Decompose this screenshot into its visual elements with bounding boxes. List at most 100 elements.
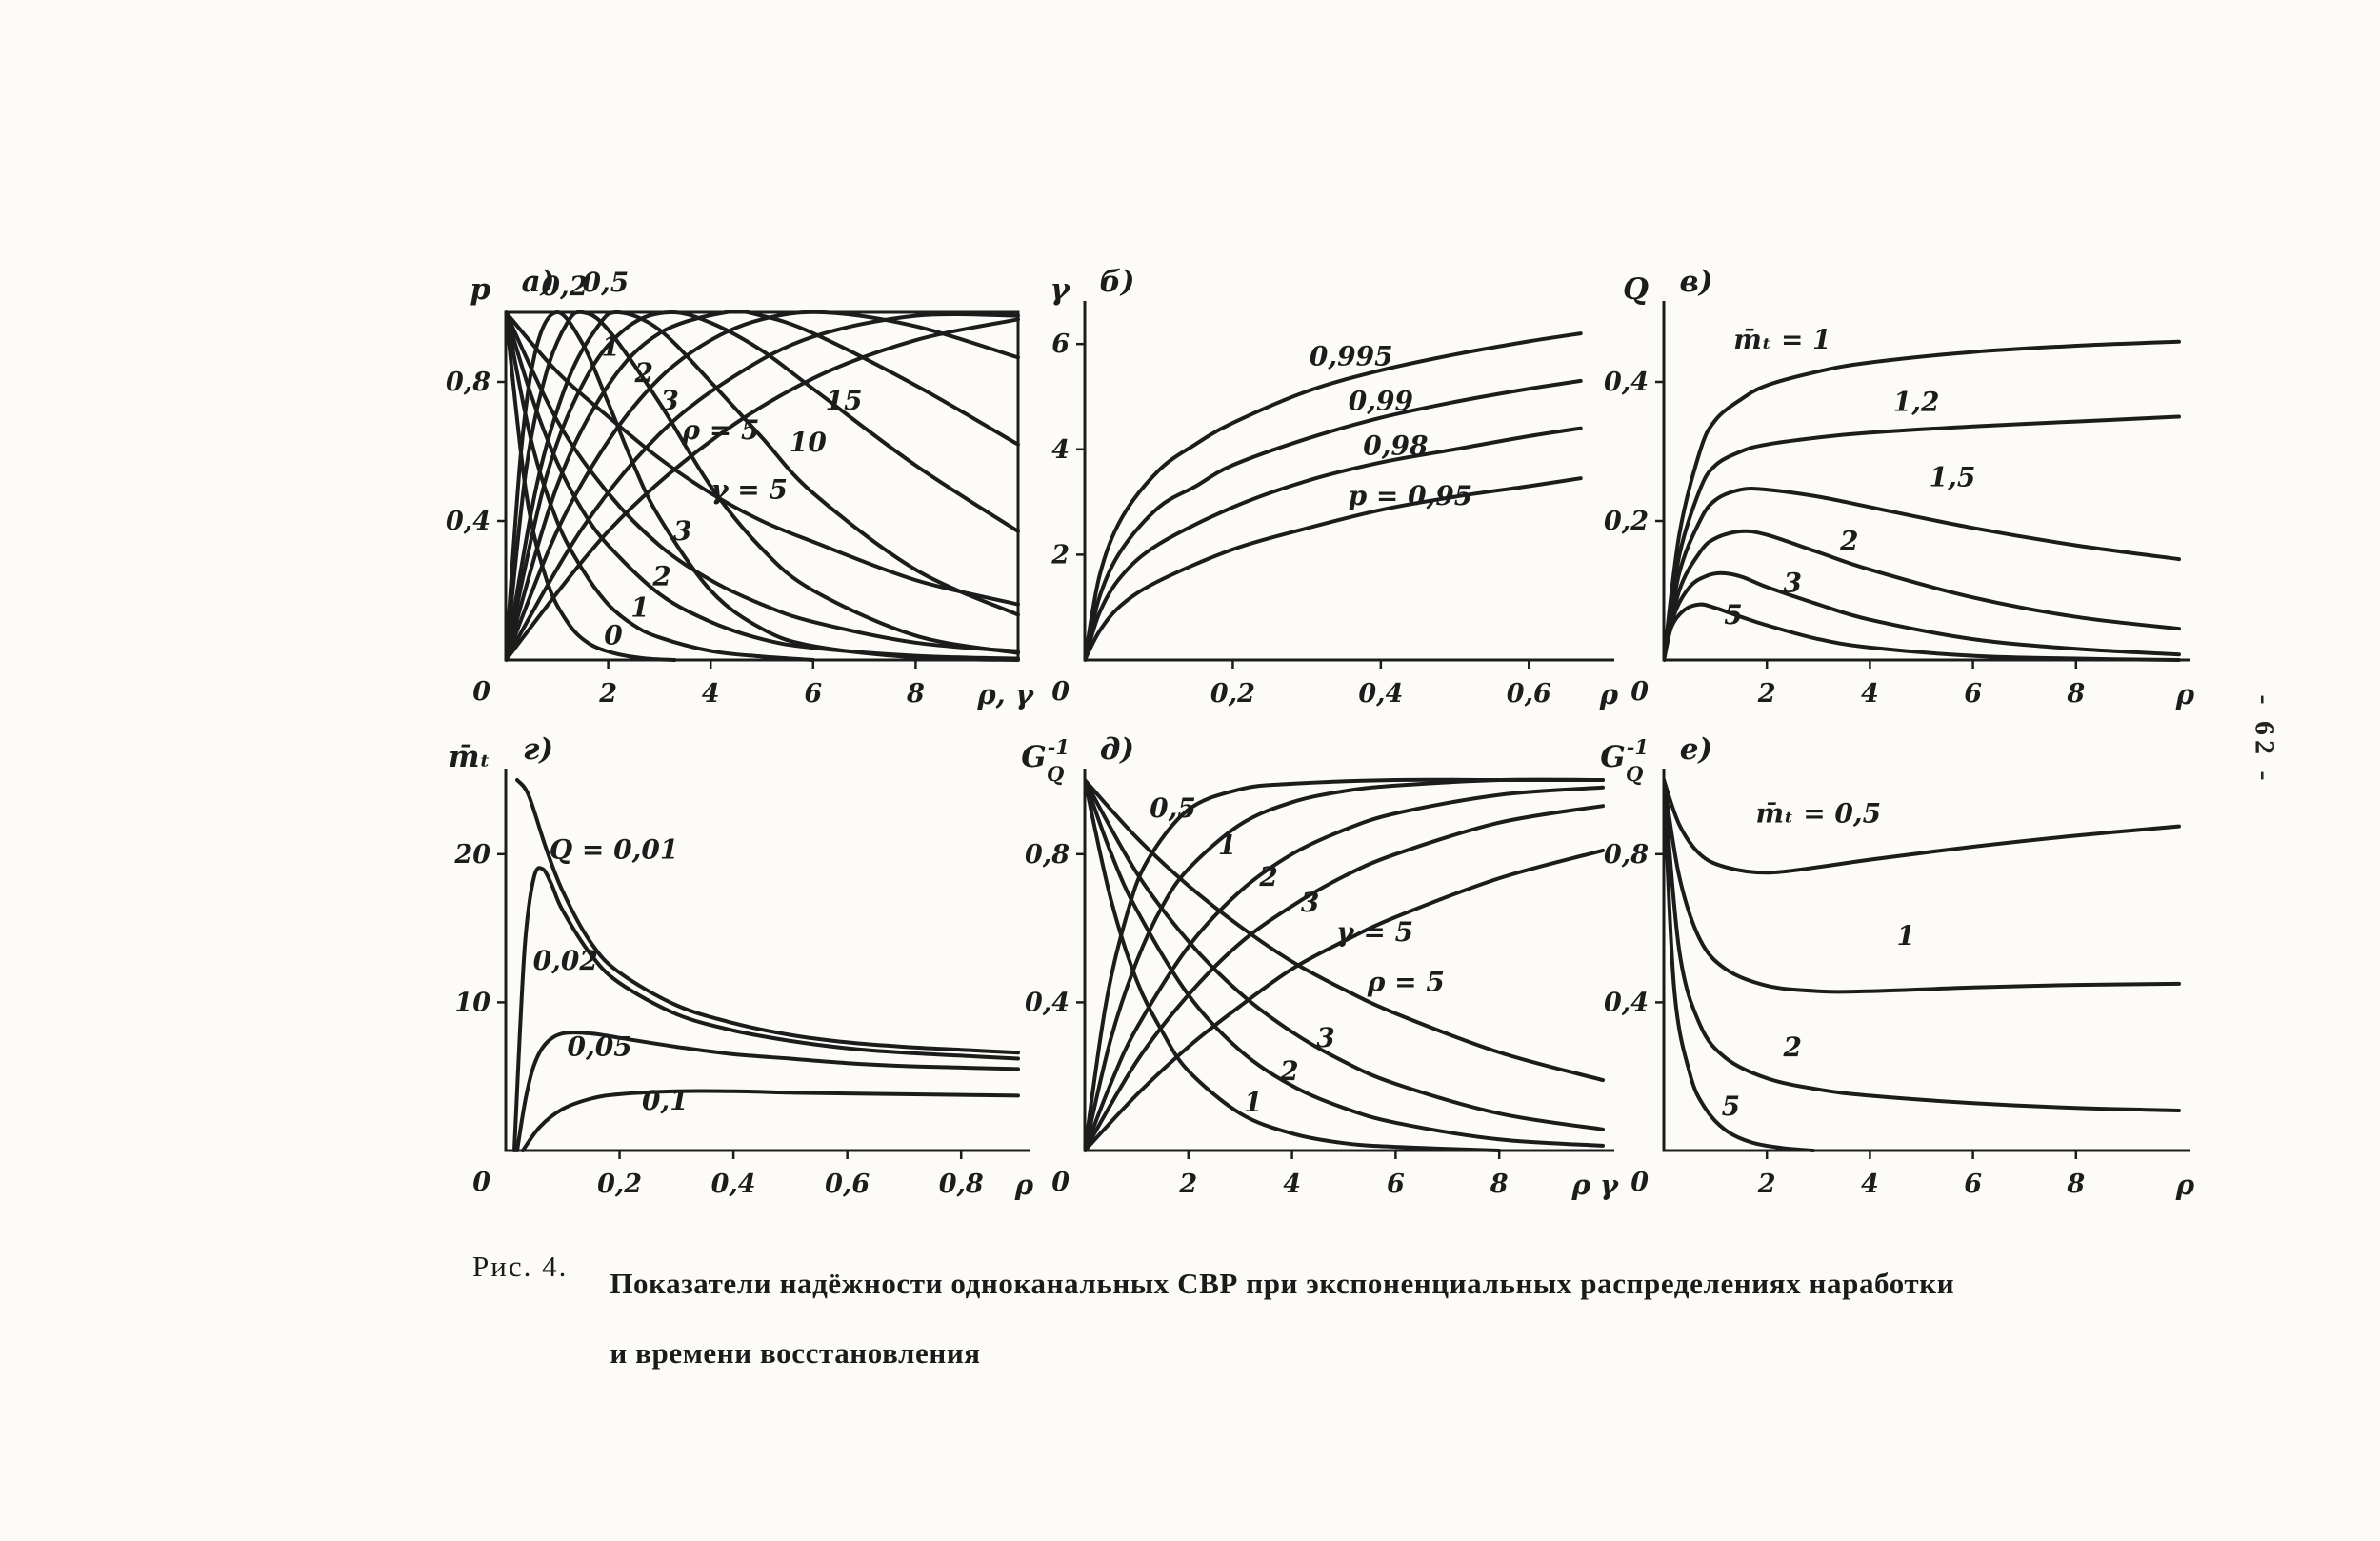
svg-text:Q = 0,01: Q = 0,01 <box>550 833 679 865</box>
svg-text:1: 1 <box>1244 1087 1262 1118</box>
svg-text:0,4: 0,4 <box>1025 988 1070 1017</box>
svg-text:6: 6 <box>1051 330 1070 359</box>
svg-text:8: 8 <box>906 679 925 709</box>
svg-text:1,5: 1,5 <box>1930 462 1976 493</box>
svg-text:2: 2 <box>1757 679 1776 709</box>
caption-line-2: и времени восстановления <box>610 1335 981 1370</box>
svg-text:0,2: 0,2 <box>1604 507 1649 536</box>
svg-text:ρ, γ: ρ, γ <box>976 678 1034 710</box>
svg-text:0,8: 0,8 <box>939 1170 984 1199</box>
svg-text:2: 2 <box>1279 1055 1298 1087</box>
chart-svg-c: 2 4 6 8 0,2 0,4 0 ρ Q в) m̄ₜ = 1 1,2 1,5 2 3 5 <box>1604 265 2195 710</box>
svg-text:0,5: 0,5 <box>1150 792 1196 824</box>
svg-text:4: 4 <box>1051 435 1070 465</box>
figure-caption-text: Показатели надёжности одноканальных СВР … <box>610 1250 1954 1389</box>
svg-text:а): а) <box>522 265 555 299</box>
svg-text:m̄ₜ = 0,5: m̄ₜ = 0,5 <box>1755 798 1881 830</box>
svg-text:0,98: 0,98 <box>1363 430 1428 461</box>
svg-text:2: 2 <box>598 679 617 709</box>
svg-text:0,8: 0,8 <box>1604 840 1649 870</box>
svg-text:0,4: 0,4 <box>711 1170 756 1199</box>
svg-text:5: 5 <box>1722 1091 1740 1122</box>
svg-text:2: 2 <box>1783 1031 1802 1063</box>
svg-text:0,02: 0,02 <box>533 945 598 976</box>
svg-text:10: 10 <box>454 988 490 1017</box>
svg-text:ρ: ρ <box>1014 1169 1034 1201</box>
chart-panel-g: 0,2 0,4 0,6 0,8 10 20 0 ρ m̄ₜ г) Q = 0,01 0,02 0,05 0… <box>391 699 1109 1222</box>
svg-text:ρ = 5: ρ = 5 <box>1367 967 1445 998</box>
svg-text:0: 0 <box>1630 677 1649 707</box>
svg-text:4: 4 <box>1283 1170 1301 1199</box>
svg-text:0,995: 0,995 <box>1310 340 1393 371</box>
svg-text:0,8: 0,8 <box>446 368 490 397</box>
svg-text:д): д) <box>1100 732 1134 767</box>
svg-text:4: 4 <box>702 679 720 709</box>
svg-text:0,1: 0,1 <box>642 1085 689 1116</box>
svg-text:0,2: 0,2 <box>597 1170 642 1199</box>
svg-text:6: 6 <box>804 679 822 709</box>
svg-text:G-1Q: G-1 Q <box>1600 735 1649 786</box>
svg-text:б): б) <box>1099 265 1134 299</box>
chart-panel-e: 2 4 6 8 0,4 0,8 0 ρ G-1 Q е) m̄ₜ = 0,5 1 2 5 <box>1550 699 2270 1222</box>
svg-text:3: 3 <box>673 515 691 547</box>
figure-caption: Рис. 4. Показатели надёжности одноканаль… <box>472 1250 1954 1389</box>
svg-text:p = 0,95: p = 0,95 <box>1349 480 1473 511</box>
svg-text:0,2: 0,2 <box>1210 679 1255 709</box>
svg-text:1,2: 1,2 <box>1893 387 1940 418</box>
svg-text:0,4: 0,4 <box>1604 988 1649 1017</box>
svg-text:20: 20 <box>453 840 490 870</box>
svg-text:4: 4 <box>1861 1170 1879 1199</box>
svg-text:0: 0 <box>1051 677 1070 707</box>
chart-svg-b: 0,2 0,4 0,6 2 4 6 0 ρ γ б) 0,995 0,99 0,98 p = 0,95 <box>1050 265 1619 710</box>
svg-text:0: 0 <box>1630 1168 1649 1197</box>
svg-text:4: 4 <box>1861 679 1879 709</box>
svg-text:8: 8 <box>2066 1170 2085 1199</box>
svg-text:m̄ₜ: m̄ₜ <box>449 740 490 774</box>
svg-text:8: 8 <box>1490 1170 1509 1199</box>
svg-text:0,5: 0,5 <box>583 267 630 298</box>
svg-text:5: 5 <box>1724 599 1742 630</box>
figure-number: Рис. 4. <box>472 1250 569 1283</box>
chart-panel-a: 2 4 6 8 0,4 0,8 0 ρ, γ p а) 0 1 2 3 γ = 5 0,2 0,5 1 2 3 ρ = … <box>391 231 1109 731</box>
svg-text:3: 3 <box>1301 887 1319 918</box>
svg-text:G-1Q: G-1 Q <box>1021 735 1070 786</box>
caption-line-1: Показатели надёжности одноканальных СВР … <box>610 1267 1955 1300</box>
svg-text:15: 15 <box>826 385 863 416</box>
svg-text:0,4: 0,4 <box>1358 679 1403 709</box>
svg-text:2: 2 <box>1839 526 1858 557</box>
svg-text:m̄ₜ = 1: m̄ₜ = 1 <box>1733 324 1830 355</box>
svg-text:ρ: ρ <box>2175 1169 2195 1201</box>
svg-text:г): г) <box>523 732 553 767</box>
svg-text:2: 2 <box>1757 1170 1776 1199</box>
svg-text:p: p <box>470 272 490 307</box>
svg-text:2: 2 <box>1178 1170 1197 1199</box>
svg-text:3: 3 <box>660 385 678 416</box>
svg-text:е): е) <box>1680 732 1712 767</box>
svg-text:0: 0 <box>1051 1168 1070 1197</box>
svg-text:0,6: 0,6 <box>1507 679 1551 709</box>
svg-text:6: 6 <box>1387 1170 1405 1199</box>
svg-text:Q: Q <box>1623 272 1649 307</box>
svg-text:в): в) <box>1679 265 1712 299</box>
svg-text:6: 6 <box>1964 1170 1982 1199</box>
svg-text:0: 0 <box>472 677 490 707</box>
svg-text:ρ γ: ρ γ <box>1570 1169 1619 1201</box>
svg-text:1: 1 <box>1218 830 1236 861</box>
svg-text:2: 2 <box>1258 861 1277 892</box>
svg-text:1: 1 <box>1897 920 1915 951</box>
svg-text:10: 10 <box>790 427 827 458</box>
svg-text:γ = 5: γ = 5 <box>710 473 788 505</box>
svg-text:0,2: 0,2 <box>542 270 589 302</box>
chart-svg-g: 0,2 0,4 0,6 0,8 10 20 0 ρ m̄ₜ г) Q = 0,01 0,02 0,05 0… <box>449 732 1034 1201</box>
svg-text:0,6: 0,6 <box>825 1170 870 1199</box>
svg-text:ρ: ρ <box>1599 678 1619 710</box>
svg-text:0,4: 0,4 <box>446 507 490 536</box>
svg-text:3: 3 <box>1784 567 1802 598</box>
svg-text:1: 1 <box>630 591 649 623</box>
chart-svg-e: 2 4 6 8 0,4 0,8 0 ρ G-1 Q е) m̄ₜ = 0,5 1 2 5 <box>1600 732 2195 1201</box>
svg-text:3: 3 <box>1316 1022 1334 1053</box>
